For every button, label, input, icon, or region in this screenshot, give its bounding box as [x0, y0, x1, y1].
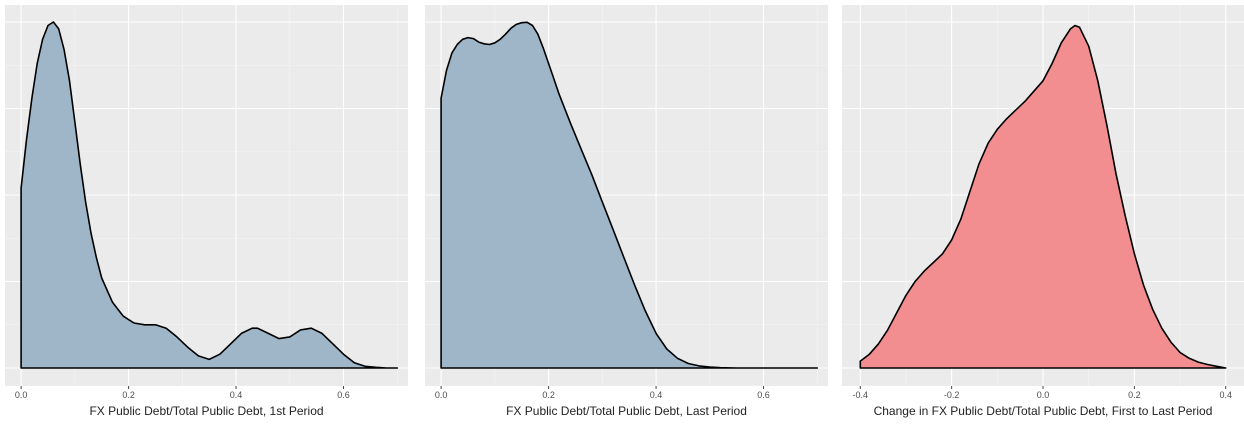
- x-tick-label: 0.2: [542, 390, 555, 400]
- x-tick-label: -0.2: [944, 390, 960, 400]
- x-axis-label: FX Public Debt/Total Public Debt, Last P…: [506, 404, 747, 418]
- x-tick-label: 0.0: [1037, 390, 1050, 400]
- x-axis-label: FX Public Debt/Total Public Debt, 1st Pe…: [89, 404, 324, 418]
- x-tick-label: 0.2: [1128, 390, 1141, 400]
- x-tick-label: 0.4: [1219, 390, 1232, 400]
- density-chart-3: -0.4 -0.2 0.0 0.2 0.4: [842, 5, 1244, 400]
- density-area: [440, 21, 819, 369]
- x-tick-label: 0.2: [122, 390, 135, 400]
- x-tick-label: 0.4: [650, 390, 663, 400]
- x-tick-label: 0.6: [757, 390, 770, 400]
- density-panel-2: 0.0 0.2 0.4 0.6 FX Public Debt/Total Public…: [425, 0, 828, 425]
- x-tick-label: 0.0: [435, 390, 448, 400]
- x-tick-label: 0.6: [337, 390, 350, 400]
- density-chart-2: 0.0 0.2 0.4 0.6: [425, 5, 828, 400]
- x-axis-label: Change in FX Public Debt/Total Public De…: [873, 404, 1213, 418]
- density-area: [20, 21, 399, 369]
- density-chart-1: 0.0 0.2 0.4 0.6: [5, 5, 408, 400]
- x-tick-label: 0.0: [15, 390, 28, 400]
- density-panel-3: -0.4 -0.2 0.0 0.2 0.4 Change in FX Public De…: [842, 0, 1244, 425]
- x-tick-label: -0.4: [853, 390, 869, 400]
- density-panel-1: 0.0 0.2 0.4 0.6 FX Public Debt/Total Public…: [5, 0, 408, 425]
- density-area: [859, 24, 1227, 369]
- x-tick-label: 0.4: [230, 390, 243, 400]
